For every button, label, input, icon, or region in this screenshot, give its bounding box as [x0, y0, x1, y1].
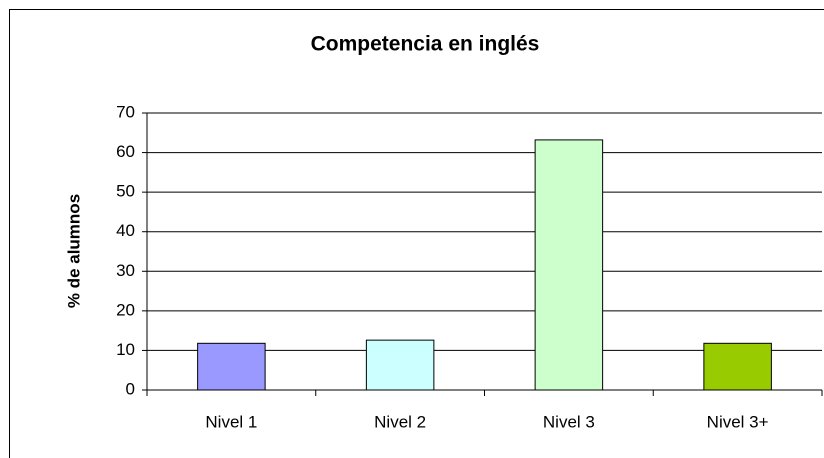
y-tick-label: 10	[116, 340, 135, 359]
chart-title: Competencia en inglés	[311, 33, 540, 56]
y-tick-label: 20	[116, 300, 135, 319]
y-tick-label: 70	[116, 102, 135, 121]
y-axis-label: % de alumnos	[64, 194, 83, 308]
y-tick-label: 50	[116, 182, 135, 201]
y-tick-label: 30	[116, 261, 135, 280]
y-tick-label: 0	[126, 379, 135, 398]
y-tick-label: 40	[116, 221, 135, 240]
x-tick-label: Nivel 1	[205, 412, 257, 431]
x-tick-label: Nivel 3+	[707, 412, 769, 431]
bar	[365, 339, 435, 391]
bar	[703, 342, 772, 391]
y-tick-label: 60	[116, 142, 135, 161]
x-tick-label: Nivel 3	[543, 412, 595, 431]
bar	[197, 342, 266, 391]
x-tick-label: Nivel 2	[374, 412, 426, 431]
bar	[534, 139, 604, 391]
